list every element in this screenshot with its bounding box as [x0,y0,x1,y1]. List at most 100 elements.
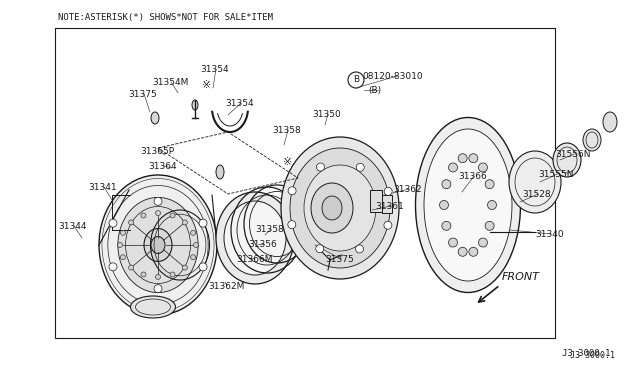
Text: 31375: 31375 [325,255,354,264]
Ellipse shape [469,247,478,256]
Text: 31366M: 31366M [236,255,273,264]
Ellipse shape [216,192,294,284]
Ellipse shape [469,154,478,163]
Text: 31340: 31340 [535,230,564,239]
Ellipse shape [440,201,449,209]
Text: NOTE:ASTERISK(*) SHOWS*NOT FOR SALE*ITEM: NOTE:ASTERISK(*) SHOWS*NOT FOR SALE*ITEM [58,13,273,22]
Ellipse shape [191,230,196,235]
Ellipse shape [141,272,146,277]
Ellipse shape [281,137,399,279]
Ellipse shape [290,148,390,268]
Ellipse shape [120,230,125,235]
Ellipse shape [442,221,451,230]
Text: 31555N: 31555N [538,170,573,179]
Ellipse shape [442,180,451,189]
Ellipse shape [170,272,175,277]
Ellipse shape [216,165,224,179]
Ellipse shape [99,175,217,315]
Ellipse shape [151,112,159,124]
Ellipse shape [199,219,207,227]
Ellipse shape [384,221,392,229]
Text: 31354: 31354 [225,99,253,108]
Text: 31344: 31344 [58,222,86,231]
Ellipse shape [192,100,198,110]
Text: 31556N: 31556N [555,150,591,159]
Ellipse shape [191,255,196,260]
Ellipse shape [356,245,364,253]
Ellipse shape [384,187,392,195]
Text: B: B [353,76,359,84]
Text: (B): (B) [368,86,381,95]
Text: 31350: 31350 [312,110,340,119]
Text: 31358: 31358 [255,225,284,234]
Ellipse shape [151,237,165,253]
Ellipse shape [182,220,188,225]
Ellipse shape [348,72,364,88]
Ellipse shape [118,198,198,293]
Text: 31365P: 31365P [140,147,174,156]
Ellipse shape [488,201,497,209]
Ellipse shape [322,196,342,220]
Ellipse shape [154,285,162,293]
Ellipse shape [156,211,161,216]
Text: 31358: 31358 [272,126,301,135]
Text: 31354: 31354 [200,65,228,74]
Text: 31354M: 31354M [152,78,188,87]
Ellipse shape [603,112,617,132]
Ellipse shape [316,245,324,253]
Ellipse shape [356,163,364,171]
Text: 31375: 31375 [128,90,157,99]
Ellipse shape [509,151,561,213]
Ellipse shape [485,180,494,189]
Ellipse shape [193,243,198,247]
Ellipse shape [129,220,134,225]
Ellipse shape [170,213,175,218]
Ellipse shape [199,263,207,271]
Ellipse shape [144,228,172,262]
Ellipse shape [109,263,117,271]
Ellipse shape [449,238,458,247]
Ellipse shape [424,129,512,281]
Ellipse shape [583,129,601,151]
Ellipse shape [449,163,458,172]
Ellipse shape [288,221,296,229]
Ellipse shape [288,187,296,195]
Ellipse shape [304,165,376,251]
Ellipse shape [224,201,286,275]
Text: 31528: 31528 [522,190,550,199]
Text: ※: ※ [284,157,292,167]
Ellipse shape [141,213,146,218]
Text: FRONT: FRONT [502,272,540,282]
Ellipse shape [120,255,125,260]
Ellipse shape [109,219,117,227]
Ellipse shape [458,247,467,256]
Ellipse shape [156,275,161,279]
Ellipse shape [485,221,494,230]
Ellipse shape [182,265,188,270]
Ellipse shape [118,243,122,247]
Text: 31362M: 31362M [208,282,244,291]
Ellipse shape [553,143,581,177]
Text: 31366: 31366 [458,172,487,181]
Text: 31362: 31362 [393,185,422,194]
Text: 31356: 31356 [248,240,276,249]
Ellipse shape [131,296,175,318]
Text: 08120-83010: 08120-83010 [362,72,422,81]
Ellipse shape [415,118,520,292]
Ellipse shape [458,154,467,163]
Text: 31364: 31364 [148,162,177,171]
Ellipse shape [154,197,162,205]
Text: ※: ※ [202,80,212,90]
Ellipse shape [479,238,488,247]
Ellipse shape [479,163,488,172]
Text: J3 3000.1: J3 3000.1 [562,349,610,358]
Bar [55,28,555,338]
Text: 31341: 31341 [88,183,116,192]
Ellipse shape [311,183,353,233]
Text: J3 3000.1: J3 3000.1 [570,351,615,360]
Text: 31361: 31361 [375,202,404,211]
Ellipse shape [316,163,324,171]
Bar [370,190,382,212]
Ellipse shape [129,265,134,270]
Bar [382,195,392,213]
